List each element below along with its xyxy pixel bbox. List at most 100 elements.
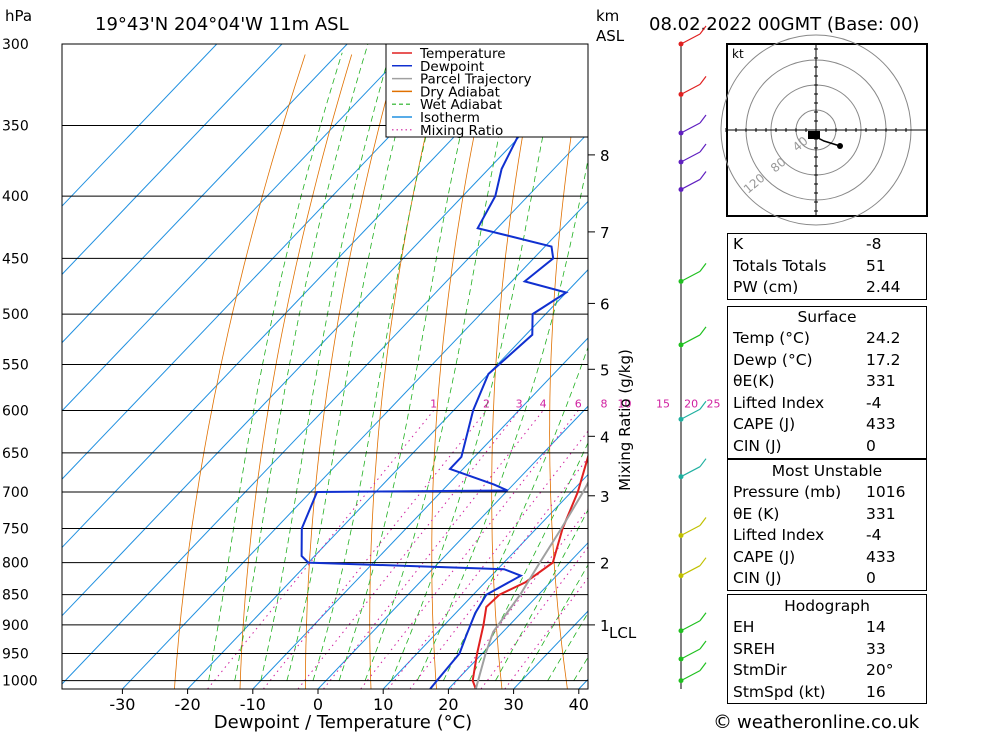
surface_table-row: CIN (J) 0: [728, 436, 926, 458]
surface_table-row-value: 17.2: [866, 350, 901, 369]
dry-adiabat-line: [491, 54, 538, 689]
most_unstable_table-row-value: 0: [866, 569, 876, 588]
wind-barb: [680, 33, 701, 45]
isotherm-line: [317, 405, 588, 689]
wind-barb-flag: [699, 662, 707, 671]
indices-table: K -8 Totals Totals 51 PW (cm) 2.44: [727, 233, 927, 300]
dry-adiabat-line: [956, 55, 1000, 690]
hodograph_table-row-value: 20°: [866, 661, 894, 680]
mixing-ratio-label: 15: [656, 398, 670, 411]
x-tick-label: 40: [569, 695, 589, 714]
pressure-tick-label: 750: [2, 521, 29, 537]
hodograph_table-row-value: 16: [866, 682, 886, 701]
height-labels: 8 7 6 5 4 3 2 1 LCL: [588, 147, 637, 642]
pressure-tick-label: 950: [2, 646, 29, 662]
mixing-ratio-label: 10: [618, 398, 632, 411]
x-tick-label: 30: [503, 695, 523, 714]
most_unstable_table-row: CIN (J) 0: [728, 568, 926, 590]
hodograph-table-title: Hodograph: [784, 597, 870, 615]
height-tick-label: 2: [600, 555, 610, 573]
wind-barb: [680, 565, 701, 577]
most_unstable_table-row: θE (K) 331: [728, 504, 926, 526]
most_unstable_table-row-value: 1016: [866, 483, 906, 501]
x-tick-label: -30: [109, 695, 135, 714]
mixing-ratio-labels: 1 2 3 4 6 8 10 15 20 25: [430, 398, 720, 411]
isobar-lines: [62, 43, 588, 682]
height-tick-label: 4: [600, 428, 610, 446]
hodograph_table-row-value: 14: [866, 618, 886, 636]
hodograph-unit: kt: [732, 47, 744, 61]
pressure-tick-label: 450: [2, 251, 29, 267]
height-tick-label: 1: [600, 617, 610, 635]
mixing-ratio-line: [323, 410, 544, 689]
surface_table-row: θE(K) 331: [728, 371, 926, 393]
dry-adiabat-line: [174, 54, 306, 689]
pressure-unit-label: hPa: [5, 7, 32, 25]
wind-barb-flag: [699, 114, 707, 124]
pressure-tick-label: 300: [2, 37, 29, 53]
wet-adiabat-line: [364, 44, 519, 681]
surface_table-row-value: 331: [866, 372, 896, 391]
wind-barb: [680, 466, 701, 478]
hodograph-low-level-cluster: [808, 131, 820, 139]
wind-barb: [680, 270, 701, 282]
wind-barb: [680, 151, 701, 163]
mixing-ratio-label: 4: [540, 398, 547, 411]
hodograph-table: Hodograph EH 14 SREH 33 StmDir 20° StmSpd (kt)…: [727, 594, 927, 705]
isotherm-line: [122, 200, 588, 689]
pressure-tick-label: 650: [2, 446, 29, 462]
isotherm-line: [62, 64, 588, 617]
wind-barb-flag: [699, 25, 707, 35]
wind-barb: [680, 334, 701, 346]
pressure-tick-label: 900: [2, 618, 29, 634]
x-tick-label: 10: [373, 695, 393, 714]
most_unstable_table-row-value: 433: [866, 547, 896, 566]
parcel-trajectory-line: [474, 480, 588, 689]
indices_table-row: Totals Totals 51: [728, 256, 926, 278]
hodograph-storm-marker: [837, 143, 843, 149]
isotherm-line: [252, 337, 588, 689]
pressure-tick-label: 800: [2, 556, 29, 572]
mixing-ratio-label: 3: [516, 398, 523, 411]
dry-adiabat-line: [431, 54, 492, 689]
surface_table-row-label: CAPE (J): [733, 415, 796, 434]
hodograph_table-row-label: StmDir: [733, 661, 787, 680]
isotherm-line: [62, 44, 413, 412]
legend-label: Parcel Trajectory: [420, 72, 532, 88]
mixing-ratio-line: [387, 430, 588, 689]
datetime-label: 08.02.2022 00GMT (Base: 00): [649, 14, 919, 35]
hodograph_table-row: EH 14: [728, 617, 926, 639]
x-tick-label: 0: [313, 695, 323, 714]
copyright-symbol: ©: [713, 711, 732, 733]
wind-barb-flag: [699, 458, 707, 468]
surface_table-row: Lifted Index -4: [728, 393, 926, 415]
wind-barb: [680, 408, 701, 420]
mixing-ratio-label: 6: [575, 398, 582, 411]
most_unstable_table-row-value: 331: [866, 504, 896, 523]
x-tick-label: -10: [240, 695, 266, 714]
wind-barb: [680, 620, 701, 632]
website-label: weatheronline.co.uk: [737, 712, 920, 733]
surface_table-row-value: 24.2: [866, 329, 901, 347]
dry-adiabat-line: [549, 54, 585, 689]
most-unstable-table: Most Unstable Pressure (mb) 1016 θE (K) 331…: [727, 459, 927, 591]
surface_table-row-value: -4: [866, 393, 882, 412]
pressure-tick-label: 400: [2, 189, 29, 205]
legend-label: Wet Adiabat: [420, 97, 502, 113]
indices_table-row-value: -8: [866, 235, 882, 253]
most_unstable_table-row-label: Lifted Index: [733, 526, 825, 545]
mixing-ratio-axis-title: Mixing Ratio (g/kg): [616, 349, 634, 491]
mixing-ratio-label: 8: [601, 398, 608, 411]
wet-adiabat-line: [260, 44, 393, 681]
pressure-tick-label: 850: [2, 588, 29, 604]
isotherm-line: [62, 44, 544, 549]
plot-frame: [61, 43, 589, 690]
most_unstable_table-row-label: θE (K): [733, 504, 780, 523]
mixing-ratio-line: [360, 410, 579, 689]
isotherm-line: [382, 473, 588, 689]
most_unstable_table-row-value: -4: [866, 526, 882, 545]
x-axis-title: Dewpoint / Temperature (°C): [214, 712, 472, 733]
wind-barb-flag: [699, 326, 707, 336]
